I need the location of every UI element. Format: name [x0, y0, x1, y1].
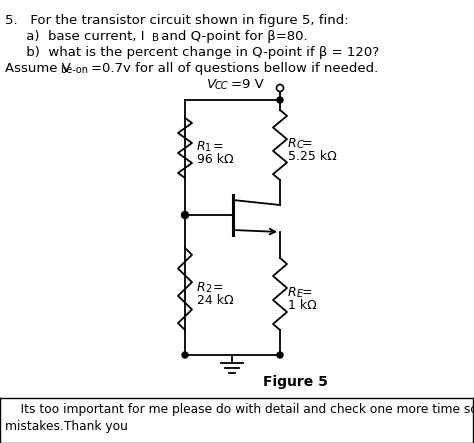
- Text: R: R: [197, 140, 206, 153]
- Text: =9 V: =9 V: [231, 78, 264, 91]
- Text: a)  base current, I: a) base current, I: [5, 30, 145, 43]
- Text: Assume V: Assume V: [5, 62, 71, 75]
- Text: =: =: [209, 281, 224, 294]
- Text: =0.7v for all of questions bellow if needed.: =0.7v for all of questions bellow if nee…: [91, 62, 378, 75]
- Text: =: =: [209, 140, 224, 153]
- Circle shape: [277, 352, 283, 358]
- Text: Figure 5: Figure 5: [263, 375, 328, 389]
- Text: C: C: [297, 140, 304, 150]
- Text: R: R: [288, 286, 297, 299]
- Circle shape: [182, 352, 188, 358]
- Text: be-on: be-on: [60, 65, 88, 75]
- Text: Its too important for me please do with detail and check one more time so that n: Its too important for me please do with …: [5, 403, 474, 416]
- Text: E: E: [297, 289, 303, 299]
- Text: 2: 2: [205, 284, 211, 294]
- Text: B: B: [152, 33, 159, 43]
- Circle shape: [182, 211, 189, 218]
- Circle shape: [277, 97, 283, 103]
- Text: b)  what is the percent change in Q-point if β = 120?: b) what is the percent change in Q-point…: [5, 46, 379, 59]
- Text: V: V: [207, 78, 216, 91]
- Text: 5.   For the transistor circuit shown in figure 5, find:: 5. For the transistor circuit shown in f…: [5, 14, 348, 27]
- Text: CC: CC: [215, 81, 228, 91]
- Text: 1 kΩ: 1 kΩ: [288, 299, 317, 312]
- Text: R: R: [288, 137, 297, 150]
- Text: and Q-point for β=80.: and Q-point for β=80.: [157, 30, 308, 43]
- Text: 96 kΩ: 96 kΩ: [197, 153, 234, 166]
- Text: 5.25 kΩ: 5.25 kΩ: [288, 150, 337, 163]
- Text: 24 kΩ: 24 kΩ: [197, 294, 234, 307]
- Text: =: =: [302, 286, 313, 299]
- Text: 1: 1: [205, 143, 211, 153]
- Text: R: R: [197, 281, 206, 294]
- Text: =: =: [302, 137, 313, 150]
- Text: mistakes.Thank you: mistakes.Thank you: [5, 420, 128, 433]
